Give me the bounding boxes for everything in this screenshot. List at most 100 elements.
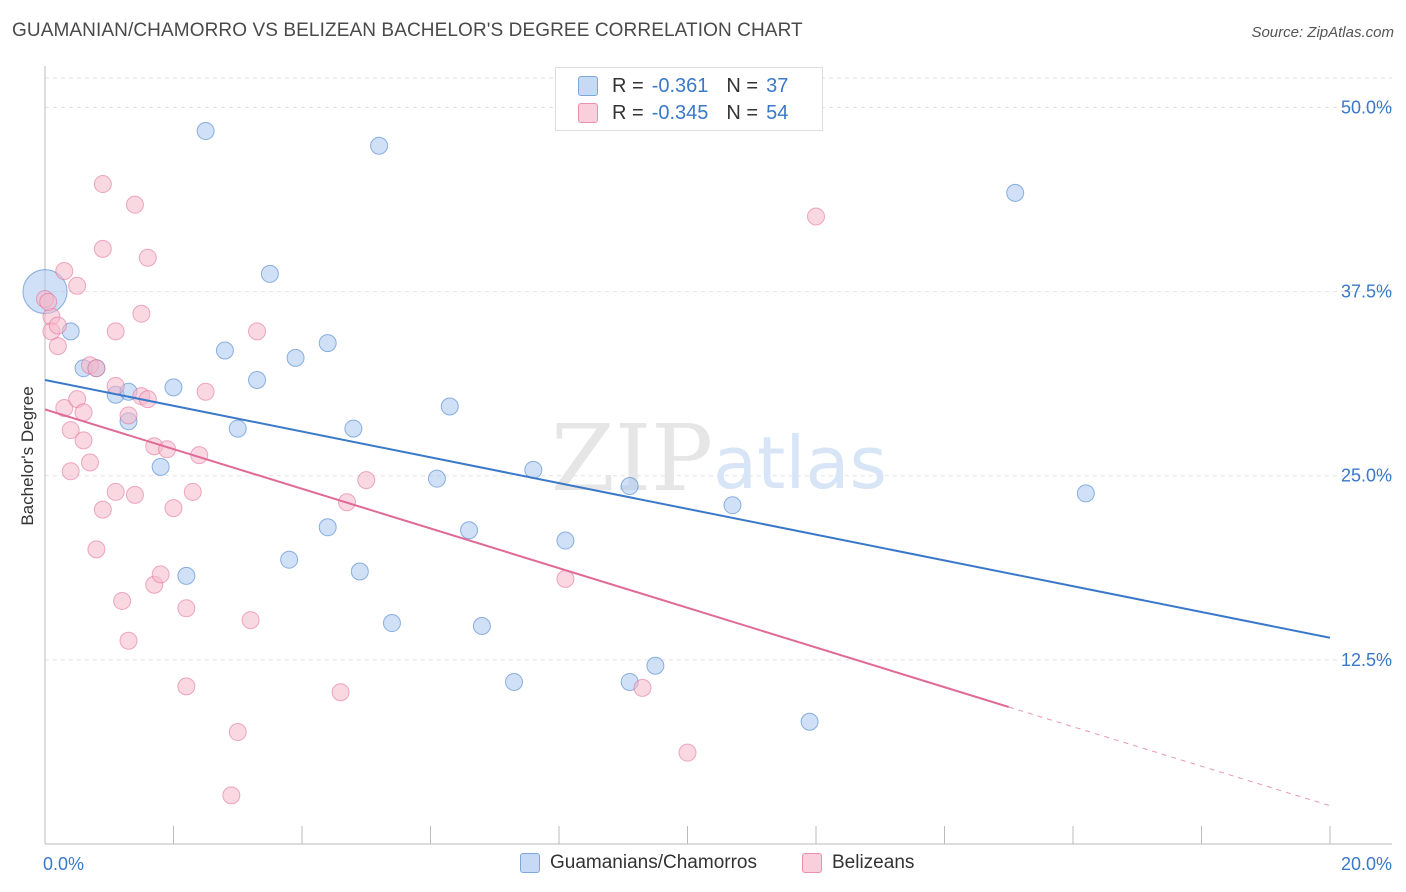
x-tick-label-min: 0.0% bbox=[43, 854, 84, 874]
data-point-guamanian bbox=[215, 341, 234, 360]
legend-item-guamanians: Guamanians/Chamorros bbox=[520, 852, 757, 874]
data-point-belizean bbox=[93, 500, 112, 519]
data-point-guamanian bbox=[1076, 484, 1095, 503]
legend-r-value: -0.361 bbox=[651, 74, 709, 97]
data-point-belizean bbox=[241, 611, 260, 630]
data-point-belizean bbox=[106, 322, 125, 341]
legend-n-value: 37 bbox=[766, 74, 789, 97]
data-point-belizean bbox=[61, 421, 80, 440]
data-point-belizean bbox=[138, 248, 157, 267]
y-tick-label: 37.5% bbox=[1341, 282, 1392, 302]
legend-swatch-blue bbox=[578, 76, 598, 96]
data-point-belizean bbox=[93, 175, 112, 194]
legend-n-value: 54 bbox=[766, 101, 789, 124]
trend-line-belizean bbox=[44, 408, 1010, 708]
data-point-guamanian bbox=[460, 521, 479, 540]
data-point-guamanian bbox=[440, 397, 459, 416]
data-point-guamanian bbox=[177, 566, 196, 585]
data-point-belizean bbox=[196, 382, 215, 401]
data-point-guamanian bbox=[350, 562, 369, 581]
data-point-guamanian bbox=[344, 419, 363, 438]
data-point-belizean bbox=[74, 431, 93, 450]
grid-lines bbox=[45, 77, 1392, 661]
data-point-guamanian bbox=[248, 370, 267, 389]
data-point-guamanian bbox=[472, 616, 491, 635]
legend-row-guamanian: R = -0.361 N = 37 bbox=[578, 73, 788, 99]
y-tick-label: 50.0% bbox=[1341, 97, 1392, 117]
data-point-guamanian bbox=[427, 469, 446, 488]
data-point-guamanian bbox=[318, 334, 337, 353]
stats-legend: R = -0.361 N = 37 R = -0.345 N = 54 bbox=[555, 67, 823, 131]
data-point-guamanian bbox=[286, 348, 305, 367]
y-tick-label: 12.5% bbox=[1341, 650, 1392, 670]
data-point-guamanian bbox=[505, 672, 524, 691]
data-point-belizean bbox=[678, 743, 697, 762]
data-point-belizean bbox=[177, 677, 196, 696]
watermark-atlas: atlas bbox=[713, 421, 887, 505]
data-point-belizean bbox=[113, 591, 132, 610]
data-point-belizean bbox=[48, 316, 67, 335]
data-point-guamanian bbox=[1006, 183, 1025, 202]
legend-swatch-blue bbox=[520, 853, 540, 873]
data-point-belizean bbox=[106, 482, 125, 501]
data-point-belizean bbox=[331, 683, 350, 702]
data-point-belizean bbox=[164, 499, 183, 518]
data-point-guamanian bbox=[382, 614, 401, 633]
legend-item-belizeans: Belizeans bbox=[802, 852, 914, 874]
legend-r-value: -0.345 bbox=[651, 101, 709, 124]
data-point-belizean bbox=[125, 195, 144, 214]
data-point-belizean bbox=[55, 398, 74, 417]
data-point-belizean bbox=[151, 565, 170, 584]
legend-label-belizeans: Belizeans bbox=[832, 852, 915, 873]
data-point-guamanian bbox=[370, 136, 389, 155]
data-point-guamanian bbox=[723, 496, 742, 515]
data-point-belizean bbox=[74, 403, 93, 422]
data-point-belizean bbox=[55, 261, 74, 280]
data-point-guamanian bbox=[260, 264, 279, 283]
data-point-guamanian bbox=[800, 712, 819, 731]
data-point-guamanian bbox=[620, 477, 639, 496]
data-point-belizean bbox=[119, 631, 138, 650]
legend-swatch-pink bbox=[578, 103, 598, 123]
data-point-guamanian bbox=[228, 419, 247, 438]
data-point-guamanian bbox=[151, 457, 170, 476]
data-point-belizean bbox=[48, 337, 67, 356]
legend-label-guamanians: Guamanians/Chamorros bbox=[550, 852, 757, 873]
trend-line-belizean-extrapolated bbox=[1008, 706, 1331, 807]
data-point-belizean bbox=[87, 359, 106, 378]
data-point-belizean bbox=[633, 678, 652, 697]
x-tick-label-max: 20.0% bbox=[1341, 854, 1392, 874]
data-point-guamanian bbox=[646, 656, 665, 675]
data-point-belizean bbox=[87, 540, 106, 559]
watermark-zip: ZIP bbox=[551, 405, 713, 512]
data-point-belizean bbox=[183, 482, 202, 501]
data-point-belizean bbox=[61, 462, 80, 481]
data-point-belizean bbox=[222, 786, 241, 805]
data-point-belizean bbox=[93, 239, 112, 258]
source-credit: Source: ZipAtlas.com bbox=[1251, 24, 1394, 41]
data-point-belizean bbox=[125, 485, 144, 504]
data-point-belizean bbox=[807, 207, 825, 226]
legend-n-label: N = bbox=[726, 74, 759, 97]
legend-row-belizean: R = -0.345 N = 54 bbox=[578, 100, 788, 126]
data-point-guamanian bbox=[556, 531, 575, 550]
data-point-belizean bbox=[39, 292, 58, 311]
data-point-guamanian bbox=[196, 122, 215, 141]
data-point-guamanian bbox=[280, 550, 299, 569]
data-point-belizean bbox=[80, 453, 99, 472]
data-point-belizean bbox=[106, 376, 125, 395]
data-point-belizean bbox=[68, 276, 87, 295]
data-point-belizean bbox=[248, 322, 267, 341]
data-point-guamanian bbox=[164, 378, 183, 397]
data-point-belizean bbox=[357, 471, 376, 490]
data-point-belizean bbox=[119, 406, 138, 425]
data-point-belizean bbox=[228, 723, 247, 742]
legend-r-label: R = bbox=[612, 74, 644, 97]
legend-r-label: R = bbox=[612, 101, 644, 124]
axes bbox=[44, 66, 1392, 845]
series-legend: Guamanians/Chamorros Belizeans bbox=[0, 852, 1406, 878]
data-point-guamanian bbox=[318, 518, 337, 537]
chart-title: GUAMANIAN/CHAMORRO VS BELIZEAN BACHELOR'… bbox=[12, 20, 803, 41]
legend-n-label: N = bbox=[726, 101, 759, 124]
